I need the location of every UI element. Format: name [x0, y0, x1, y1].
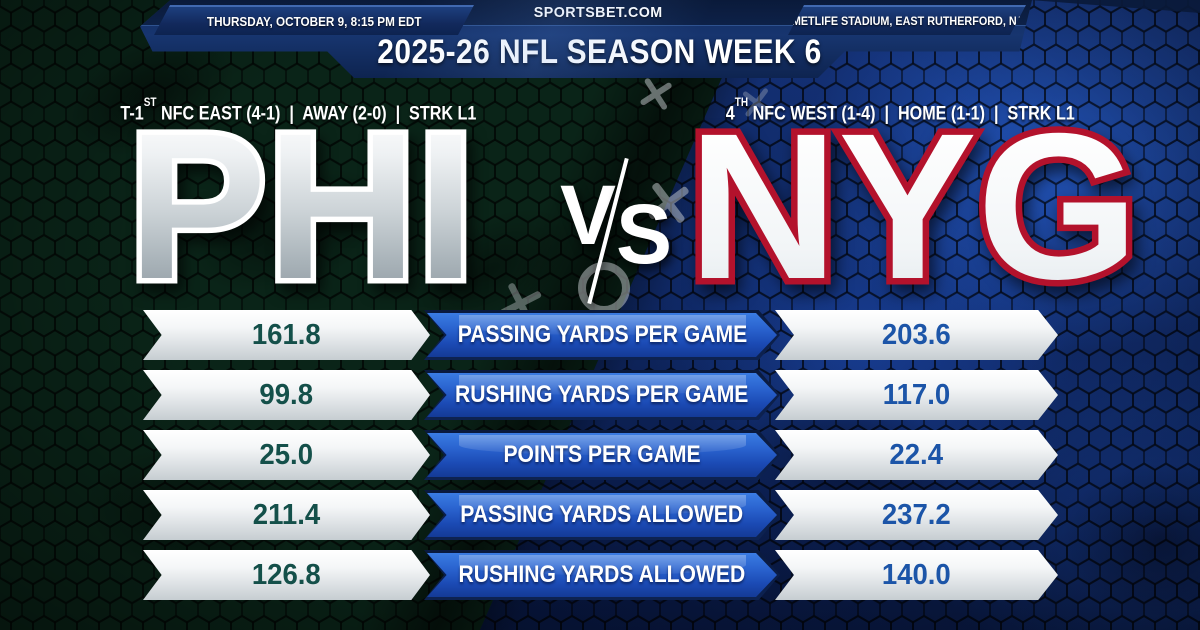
stat-label-banner: RUSHING YARDS PER GAME [424, 370, 780, 420]
stat-row: 126.8 RUSHING YARDS ALLOWED 140.0 [143, 550, 1058, 600]
stat-value-right-bar: 117.0 [775, 370, 1058, 420]
stat-row: 99.8 RUSHING YARDS PER GAME 117.0 [143, 370, 1058, 420]
stat-value-right-bar: 22.4 [775, 430, 1058, 480]
stat-value-right: 140.0 [882, 558, 951, 591]
stat-value-right-bar: 237.2 [775, 490, 1058, 540]
stat-label: PASSING YARDS PER GAME [457, 321, 747, 348]
game-datetime-panel: THURSDAY, OCTOBER 9, 8:15 PM EDT [154, 5, 474, 35]
team-left-record: T-1ST NFC EAST (4-1) | AWAY (2-0) | STRK… [0, 96, 596, 128]
stat-row: 211.4 PASSING YARDS ALLOWED 237.2 [143, 490, 1058, 540]
stat-value-left: 161.8 [252, 318, 321, 351]
stat-value-left: 99.8 [259, 378, 314, 411]
versus-v: V [560, 168, 617, 262]
stat-label: RUSHING YARDS PER GAME [455, 381, 749, 408]
stat-value-left-bar: 25.0 [143, 430, 430, 480]
stat-label: PASSING YARDS ALLOWED [460, 501, 744, 528]
stat-label-banner-fill [427, 553, 777, 597]
stat-label-banner-fill [427, 493, 777, 537]
stat-value-left-bar: 99.8 [143, 370, 430, 420]
team-left-rank: T-1 [120, 103, 144, 125]
stat-label: POINTS PER GAME [503, 441, 701, 468]
stat-value-left-bar: 161.8 [143, 310, 430, 360]
team-right-rank: 4 [725, 103, 735, 125]
stat-label-banner: PASSING YARDS PER GAME [424, 310, 780, 360]
stat-value-right-bar: 140.0 [775, 550, 1058, 600]
team-left-rank-suffix: ST [143, 96, 157, 110]
stat-row: 161.8 PASSING YARDS PER GAME 203.6 [143, 310, 1058, 360]
stat-value-right: 117.0 [882, 378, 951, 411]
stat-value-right: 203.6 [882, 318, 951, 351]
stat-label: RUSHING YARDS ALLOWED [458, 561, 746, 588]
stat-label-banner-fill [427, 373, 777, 417]
stat-value-right: 22.4 [889, 438, 944, 471]
stat-label-banner: POINTS PER GAME [424, 430, 780, 480]
stat-label-banner-fill [427, 433, 777, 477]
stat-label-banner: PASSING YARDS ALLOWED [424, 490, 780, 540]
game-datetime: THURSDAY, OCTOBER 9, 8:15 PM EDT [206, 13, 422, 29]
stat-value-left-bar: 211.4 [143, 490, 430, 540]
site-url: SPORTSBET.COM [533, 4, 663, 21]
team-right-info: NFC WEST (1-4) | HOME (1-1) | STRK L1 [747, 103, 1075, 125]
stat-value-left-bar: 126.8 [143, 550, 430, 600]
team-right-rank-suffix: TH [734, 96, 748, 110]
venue-panel: METLIFE STADIUM, EAST RUTHERFORD, NJ [788, 5, 1026, 35]
stat-label-banner: RUSHING YARDS ALLOWED [424, 550, 780, 600]
team-left-info: NFC EAST (4-1) | AWAY (2-0) | STRK L1 [156, 103, 476, 125]
stat-value-left: 126.8 [252, 558, 321, 591]
team-right-record: 4TH NFC WEST (1-4) | HOME (1-1) | STRK L… [604, 96, 1196, 128]
venue-text: METLIFE STADIUM, EAST RUTHERFORD, NJ [791, 14, 1023, 28]
stat-label-banner-fill [427, 313, 777, 357]
stat-value-right: 237.2 [882, 498, 951, 531]
stat-value-left: 25.0 [259, 438, 314, 471]
stat-value-right-bar: 203.6 [775, 310, 1058, 360]
stats-table: 161.8 PASSING YARDS PER GAME 203.6 99.8 … [143, 310, 1058, 610]
versus-s: S [616, 187, 673, 281]
stat-row: 25.0 POINTS PER GAME 22.4 [143, 430, 1058, 480]
stat-value-left: 211.4 [252, 498, 321, 531]
